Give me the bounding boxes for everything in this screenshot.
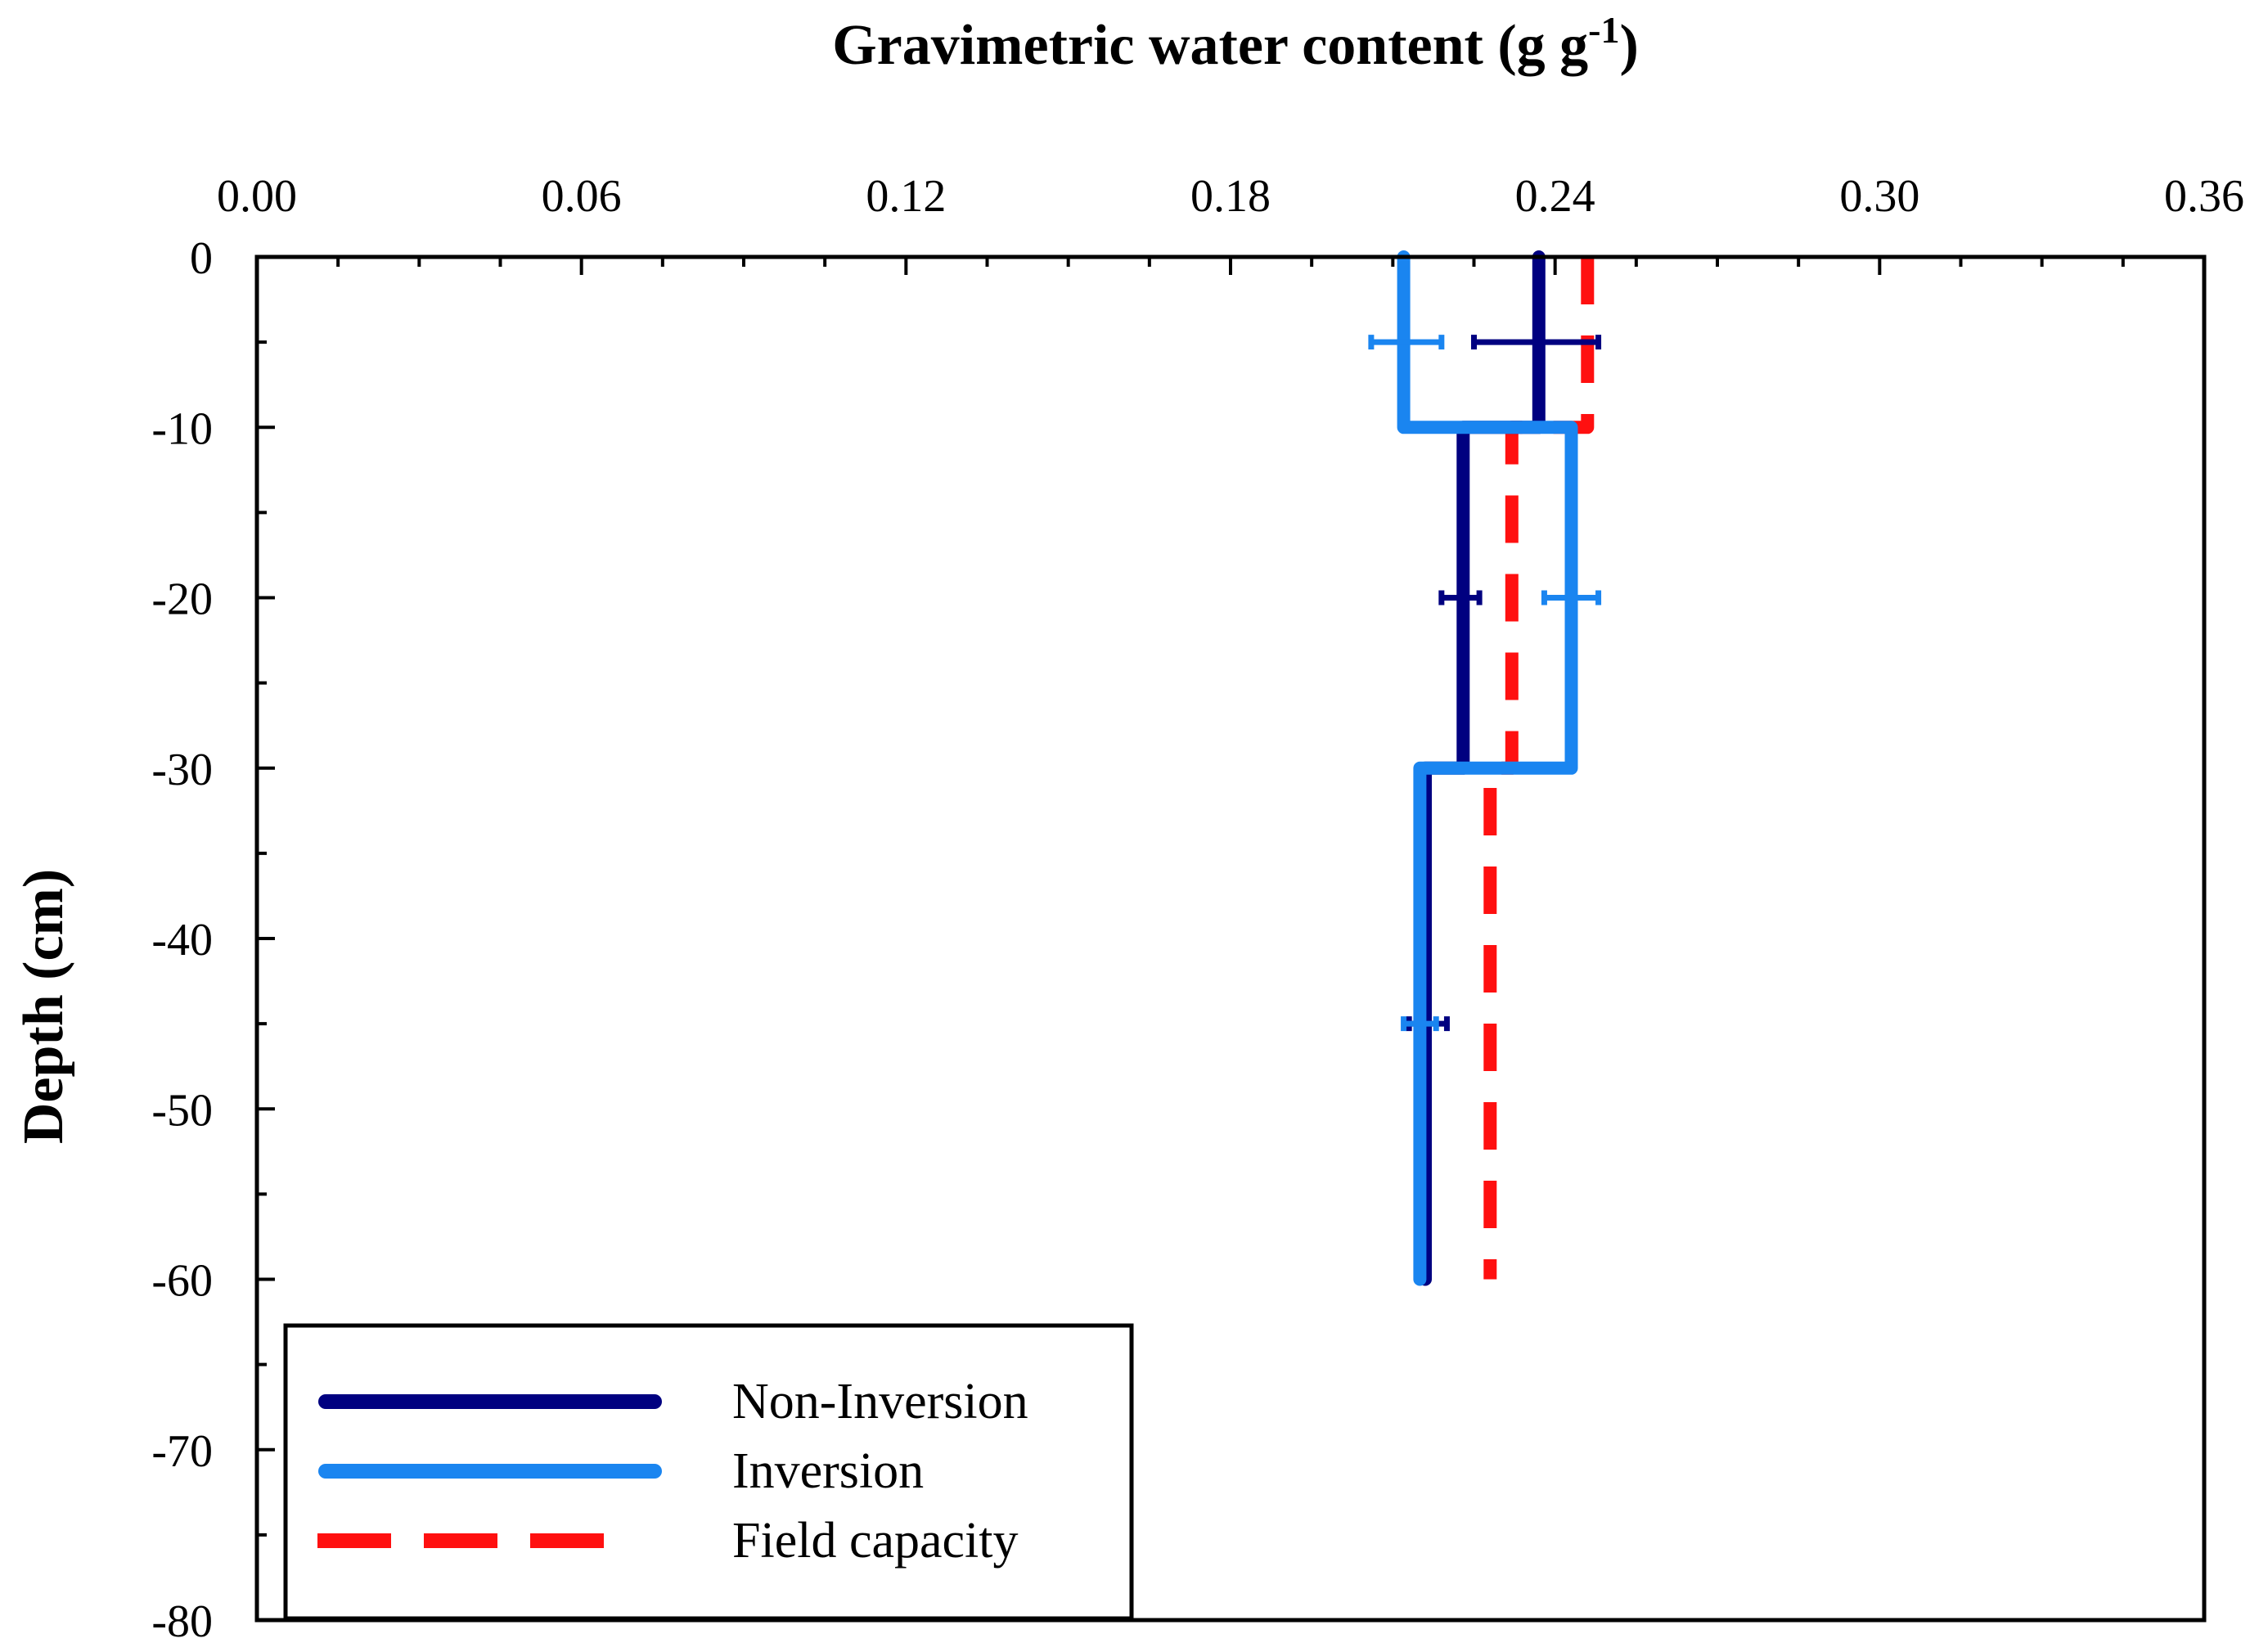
error-bar bbox=[1401, 1016, 1439, 1032]
axes: 0.00 0.06 0.12 0.18 0.24 0.30 0.36 0 -10 -20 -30 -4… bbox=[151, 171, 2244, 1647]
series-line-field-capacity bbox=[1483, 257, 1595, 1280]
y-tick-label: -50 bbox=[151, 1085, 213, 1136]
y-tick-label: -80 bbox=[151, 1596, 213, 1647]
y-tick-label: -40 bbox=[151, 915, 213, 966]
x-tick-label: 0.06 bbox=[542, 171, 622, 222]
x-tick-label: 0.00 bbox=[217, 171, 297, 222]
x-tick-label: 0.18 bbox=[1190, 171, 1271, 222]
legend-label: Inversion bbox=[732, 1443, 924, 1499]
x-tick-label: 0.12 bbox=[866, 171, 946, 222]
x-axis-title-close: ) bbox=[1619, 14, 1638, 77]
y-tick-label: -30 bbox=[151, 745, 213, 795]
y-tick-label: 0 bbox=[190, 233, 213, 284]
y-tick-label: -20 bbox=[151, 574, 213, 625]
x-tick-label: 0.30 bbox=[1839, 171, 1919, 222]
x-tick-label: 0.24 bbox=[1515, 171, 1595, 222]
error-bar bbox=[1438, 590, 1483, 605]
legend-label: Non-Inversion bbox=[732, 1374, 1028, 1429]
legend-items: Non-Inversion Inversion Field capacity bbox=[317, 1374, 1028, 1569]
legend-label: Field capacity bbox=[732, 1513, 1018, 1569]
x-axis-title-main: Gravimetric water content (g g bbox=[832, 14, 1588, 77]
series-layer bbox=[1368, 250, 1602, 1286]
error-bar bbox=[1368, 335, 1445, 350]
y-axis-title: Depth (cm) bbox=[12, 869, 75, 1144]
error-bar bbox=[1471, 335, 1602, 350]
plot-frame bbox=[254, 254, 2207, 1623]
x-axis-title: Gravimetric water content (g g-1) bbox=[832, 9, 1639, 77]
error-bar bbox=[1541, 590, 1602, 605]
y-tick-label: -60 bbox=[151, 1256, 213, 1307]
x-axis-title-superscript: -1 bbox=[1588, 9, 1619, 51]
y-tick-label: -70 bbox=[151, 1426, 213, 1477]
y-tick-label: -10 bbox=[151, 403, 213, 454]
x-tick-label: 0.36 bbox=[2164, 171, 2244, 222]
legend: Non-Inversion Inversion Field capacity bbox=[283, 1323, 1134, 1621]
